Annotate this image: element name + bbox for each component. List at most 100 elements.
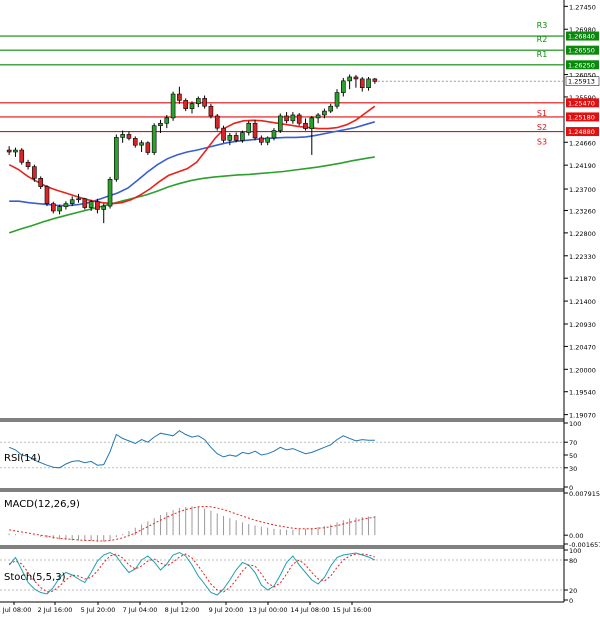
panel-tick-label: 0	[569, 484, 573, 492]
panel-tick-label: 100	[569, 420, 581, 428]
panel-tick-label: 30	[569, 465, 577, 473]
price-tick-label: 1.26980	[569, 26, 596, 34]
macd-panel: 0.007915 0.00-0.001657 MACD(12,26,9)	[4, 490, 600, 549]
level-name-r1: R1	[537, 50, 548, 59]
level-tag-s1	[566, 98, 599, 108]
candle-body	[44, 186, 50, 204]
candle-body	[151, 125, 157, 153]
time-tick-label: 13 Jul 00:00	[249, 606, 288, 614]
panel-title: RSI(14)	[4, 453, 41, 464]
level-tag-text-s1: 1.25470	[568, 99, 595, 107]
candle-body	[13, 149, 18, 153]
candle-body	[372, 78, 378, 82]
price-tick-label: 1.22800	[569, 230, 596, 238]
candle-body	[19, 149, 25, 163]
candle-body	[271, 130, 277, 139]
time-tick-label: 7 Jul 04:00	[123, 606, 158, 614]
candle-body	[353, 76, 359, 80]
candle-body	[38, 178, 43, 187]
panel-tick-label: 50	[569, 452, 577, 460]
candle-body	[32, 166, 37, 179]
candle-body	[101, 205, 107, 210]
level-tag-text-r1: 1.26250	[568, 61, 595, 69]
candle-body	[202, 98, 207, 107]
candle-body	[328, 105, 334, 112]
level-tag-r3	[566, 31, 599, 41]
candle-body	[334, 92, 340, 107]
candle-body	[265, 137, 270, 143]
last-price-text: 1.25913	[568, 78, 595, 86]
candle-body	[208, 105, 214, 117]
level-tag-s3	[566, 127, 599, 137]
rsi-panel: 100 70 50 30 0 RSI(14)	[0, 420, 581, 492]
time-tick-label: 15 Jul 16:00	[333, 606, 372, 614]
price-tick-label: 1.20000	[569, 366, 596, 374]
candle-body	[25, 161, 31, 167]
candle-body	[240, 132, 245, 141]
candle-body	[170, 93, 176, 119]
candle-body	[76, 198, 81, 201]
candle-body	[246, 122, 252, 133]
candle-body	[88, 201, 94, 208]
time-tick-label: 8 Jul 12:00	[165, 606, 200, 614]
level-name-s2: S2	[537, 123, 547, 132]
candle-body	[259, 137, 264, 143]
candle-body	[341, 80, 346, 93]
price-tick-label: 1.23260	[569, 207, 596, 215]
candle-body	[158, 122, 163, 127]
candle-body	[309, 117, 315, 129]
time-tick-label: 2 Jul 16:00	[38, 606, 73, 614]
time-axis: 1 Jul 08:00 2 Jul 16:00 5 Jul 20:00 7 Jul 0…	[0, 602, 371, 614]
candle-body	[177, 93, 182, 101]
price-tick-label: 1.21400	[569, 298, 596, 306]
candle-body	[164, 117, 170, 124]
macd-signal-line	[9, 505, 375, 542]
candle-body	[57, 206, 62, 212]
panel-tick-label: 0	[569, 597, 573, 605]
candle-body	[107, 178, 113, 207]
time-tick-label: 5 Jul 20:00	[81, 606, 116, 614]
level-name-s3: S3	[537, 138, 547, 147]
stoch-d-line	[8, 553, 375, 593]
candle-body	[347, 76, 352, 82]
level-tag-r1	[566, 60, 599, 70]
last-price-tag	[565, 76, 600, 86]
candle-body	[221, 127, 226, 141]
panel-tick-label: -0.001657	[569, 541, 600, 549]
candle-body	[227, 135, 233, 141]
price-tick-label: 1.24190	[569, 162, 596, 170]
price-tick-label: 1.20930	[569, 321, 596, 329]
candle-body	[252, 122, 258, 139]
candle-body	[69, 199, 75, 204]
panel-tick-label: 0.00	[569, 532, 583, 540]
price-tick-label: 1.21870	[569, 275, 596, 283]
price-tick-label: 1.19540	[569, 389, 596, 397]
candle-body	[189, 103, 195, 109]
candle-body	[50, 203, 56, 212]
price-tick-label: 1.23700	[569, 186, 596, 194]
candle-body	[322, 110, 327, 116]
level-tag-text-r3: 1.26840	[568, 33, 595, 41]
candle-body	[303, 122, 308, 129]
candle-body	[315, 114, 321, 119]
level-name-s1: S1	[537, 109, 547, 118]
stoch-k-line	[8, 551, 376, 596]
rsi-line	[9, 430, 375, 469]
price-tick-label: 1.22330	[569, 253, 596, 261]
candle-body	[277, 115, 283, 131]
level-tag-text-s2: 1.25180	[568, 113, 595, 121]
panel-tick-label: 100	[569, 547, 581, 555]
level-name-r3: R3	[537, 21, 548, 30]
candle-body	[214, 115, 220, 129]
candle-body	[233, 135, 239, 141]
panel-title: MACD(12,26,9)	[4, 499, 80, 510]
price-tick-label: 1.26050	[569, 72, 596, 80]
level-tag-text-s3: 1.24880	[568, 128, 595, 136]
price-panel: 1.27450 1.26980 1.26050 1.25590 1.24660 1.241…	[0, 3, 600, 420]
stoch-panel: 100 80 20 0 Stoch(5,5,3)	[0, 547, 581, 605]
candle-body	[366, 78, 371, 88]
price-tick-label: 1.20470	[569, 343, 596, 351]
candle-body	[359, 78, 365, 88]
level-tag-s2	[566, 112, 599, 122]
